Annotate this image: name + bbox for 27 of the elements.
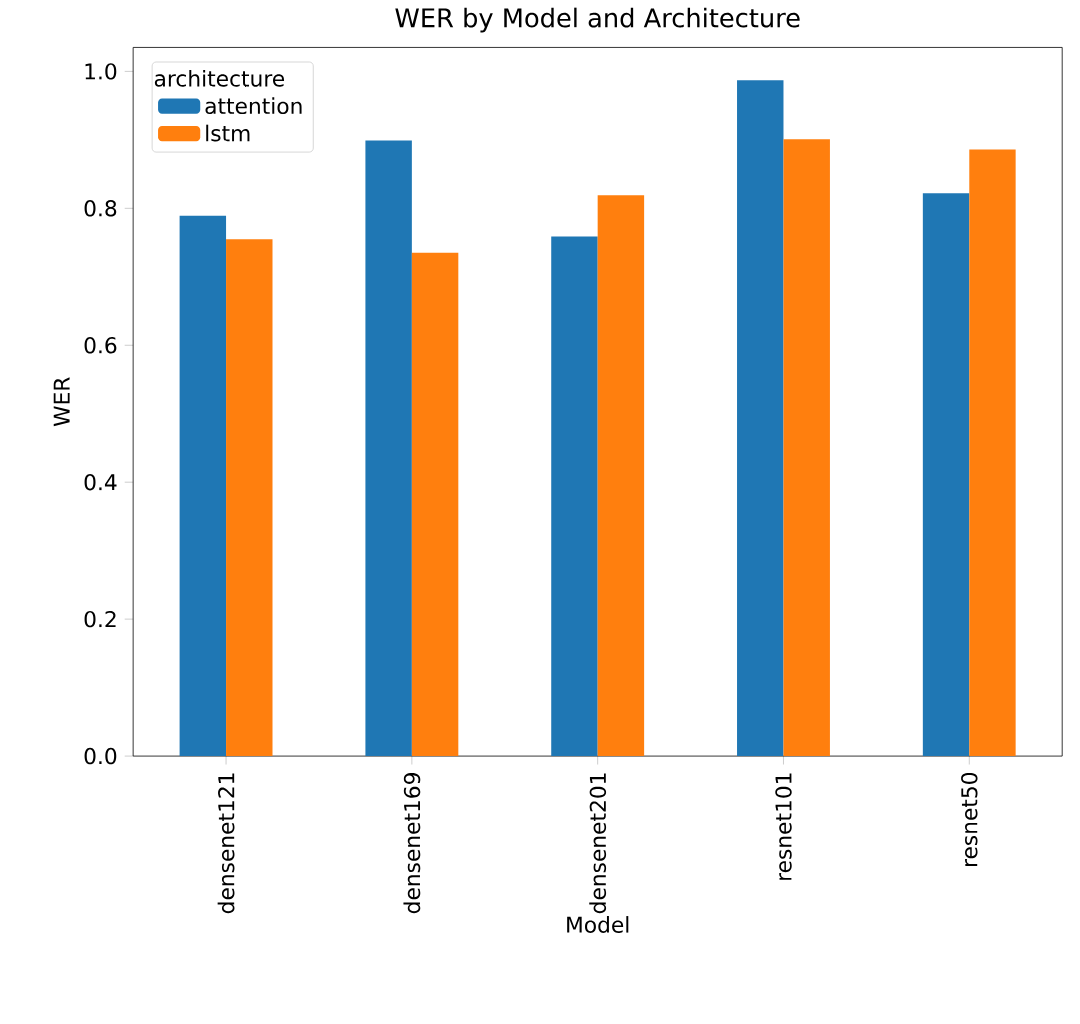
- bar: [179, 215, 227, 757]
- y-tick-label: 0.6: [84, 337, 117, 354]
- chart-title: WER by Model and Architecture: [395, 7, 800, 33]
- y-tick-label: 0.8: [84, 200, 117, 217]
- bar: [226, 239, 273, 757]
- bar: [922, 193, 970, 757]
- bar: [737, 80, 784, 757]
- y-tick-label: 0.2: [84, 610, 116, 628]
- y-tick-label: 1.0: [85, 63, 117, 80]
- x-tick-label: resnet101: [775, 773, 792, 880]
- bar: [365, 140, 412, 757]
- y-tick-label: 0.0: [84, 747, 117, 765]
- y-tick-label: 0.4: [84, 474, 117, 491]
- legend-label: lstm: [206, 124, 250, 142]
- x-tick-label: resnet50: [961, 772, 978, 867]
- bar: [969, 149, 1016, 757]
- bar: [551, 236, 598, 757]
- x-tick-label: densenet121: [217, 773, 235, 914]
- x-tick-label: densenet169: [403, 773, 421, 914]
- legend-title: architecture: [154, 69, 285, 87]
- legend-label: attention: [205, 97, 302, 115]
- bar: [411, 252, 459, 757]
- y-axis-title: WER: [53, 377, 70, 427]
- x-tick-label: densenet201: [589, 773, 607, 914]
- bar: [597, 195, 645, 757]
- bar: [783, 139, 830, 757]
- x-axis-title: Model: [567, 916, 629, 933]
